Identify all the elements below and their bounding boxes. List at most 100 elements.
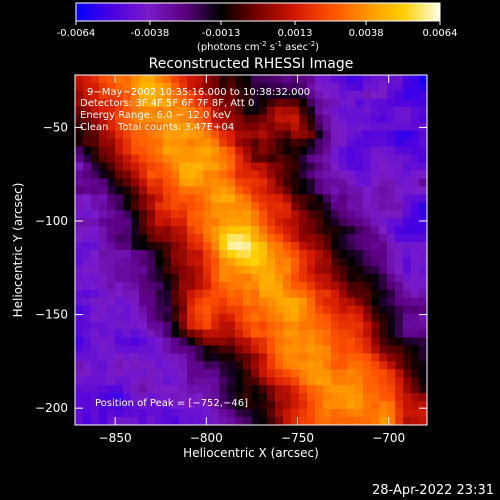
heatmap-cell [211, 345, 220, 354]
heatmap-cell [91, 234, 100, 243]
heatmap-cell [315, 138, 324, 147]
heatmap-cell [235, 90, 244, 100]
heatmap-cell [243, 257, 252, 267]
heatmap-cell [355, 353, 364, 362]
heatmap-cell [99, 75, 108, 84]
heatmap-cell [299, 202, 308, 211]
heatmap-cell [299, 281, 308, 291]
heatmap-cell [107, 194, 116, 203]
heatmap-cell [139, 377, 148, 386]
heatmap-cell [99, 82, 108, 92]
heatmap-cell [219, 257, 228, 267]
heatmap-cell [211, 369, 220, 378]
heatmap-cell [299, 369, 308, 378]
heatmap-cell [91, 162, 100, 171]
heatmap-cell [411, 353, 420, 362]
heatmap-cell [235, 226, 244, 235]
heatmap-cell [275, 242, 284, 251]
heatmap-cell [323, 345, 332, 354]
heatmap-cell [187, 138, 196, 147]
heatmap-cell [75, 162, 84, 171]
heatmap-cell [115, 186, 124, 195]
heatmap-cell [179, 218, 188, 227]
heatmap-cell [339, 409, 348, 418]
heatmap-cell [307, 409, 316, 418]
heatmap-cell [379, 401, 388, 410]
heatmap-cell [179, 234, 188, 243]
heatmap-cell [107, 138, 116, 147]
heatmap-cell [75, 226, 84, 235]
heatmap-cell [323, 210, 332, 219]
heatmap-cell [283, 114, 292, 124]
heatmap-cell [339, 385, 348, 394]
heatmap-cell [355, 234, 364, 243]
heatmap-cell [403, 385, 412, 394]
heatmap-cell [203, 321, 212, 330]
heatmap-cell [259, 289, 268, 299]
heatmap-cell [107, 401, 116, 410]
heatmap-cell [83, 313, 92, 322]
heatmap-cell [291, 242, 300, 251]
heatmap-cell [155, 250, 164, 259]
heatmap-cell [291, 130, 300, 140]
heatmap-cell [219, 321, 228, 330]
heatmap-cell [419, 170, 428, 179]
heatmap-cell [299, 329, 308, 338]
heatmap-cell [107, 90, 116, 100]
heatmap-cell [371, 250, 380, 259]
heatmap-cell [83, 250, 92, 259]
heatmap-cell [219, 186, 228, 195]
heatmap-cell [227, 281, 236, 291]
heatmap-cell [299, 305, 308, 315]
heatmap-cell [219, 385, 228, 394]
heatmap-cell [379, 257, 388, 267]
heatmap-cell [187, 393, 196, 402]
heatmap-cell [195, 98, 204, 108]
heatmap-cell [419, 353, 428, 362]
heatmap-cell [115, 90, 124, 100]
x-tick-label: −800 [190, 431, 223, 445]
heatmap-cell [379, 321, 388, 330]
heatmap-cell [371, 138, 380, 147]
heatmap-cell [123, 281, 132, 291]
heatmap-cell [211, 210, 220, 219]
heatmap-cell [99, 178, 108, 187]
heatmap-cell [275, 409, 284, 418]
heatmap-cell [171, 281, 180, 291]
heatmap-cell [123, 146, 132, 155]
heatmap-cell [339, 289, 348, 299]
heatmap-cell [323, 353, 332, 362]
heatmap-cell [123, 409, 132, 418]
heatmap-cell [411, 265, 420, 275]
heatmap-cell [187, 210, 196, 219]
heatmap-cell [275, 170, 284, 179]
heatmap-cell [187, 273, 196, 283]
heatmap-cell [387, 361, 396, 370]
heatmap-cell [331, 265, 340, 275]
heatmap-cell [187, 329, 196, 338]
heatmap-cell [83, 154, 92, 163]
heatmap-cell [147, 90, 156, 100]
heatmap-cell [371, 194, 380, 203]
heatmap-cell [403, 297, 412, 307]
heatmap-cell [275, 250, 284, 259]
heatmap-cell [291, 289, 300, 299]
heatmap-cell [227, 401, 236, 410]
heatmap-cell [243, 393, 252, 402]
heatmap-cell [235, 385, 244, 394]
heatmap-cell [171, 401, 180, 410]
heatmap-cell [379, 337, 388, 346]
heatmap-cell [91, 170, 100, 179]
heatmap-cell [283, 234, 292, 243]
heatmap-cell [291, 178, 300, 187]
heatmap-cell [219, 75, 228, 84]
heatmap-cell [123, 154, 132, 163]
heatmap-cell [131, 273, 140, 283]
heatmap-cell [115, 154, 124, 163]
heatmap-cell [291, 82, 300, 92]
heatmap-cell [371, 210, 380, 219]
heatmap-cell [107, 170, 116, 179]
heatmap-cell [347, 393, 356, 402]
heatmap-cell [331, 82, 340, 92]
heatmap-cell [131, 329, 140, 338]
